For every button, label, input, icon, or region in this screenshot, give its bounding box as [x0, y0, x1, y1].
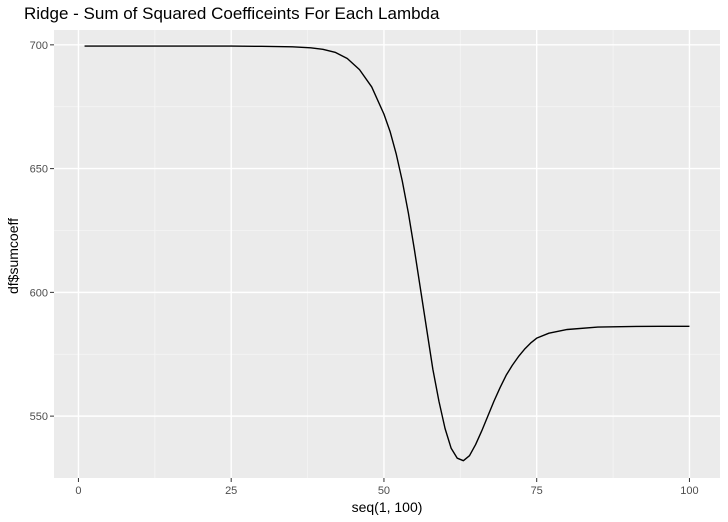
y-axis-label: df$sumcoeff — [5, 217, 21, 295]
data-layer — [84, 45, 690, 462]
x-tick-label: 100 — [680, 485, 698, 497]
series-line-0 — [84, 45, 690, 462]
x-tick-label: 25 — [225, 485, 237, 497]
chart-title: Ridge - Sum of Squared Coefficeints For … — [24, 4, 440, 23]
major-grid — [54, 30, 720, 478]
y-tick-label: 700 — [30, 40, 48, 52]
minor-grid — [54, 30, 720, 478]
x-axis-label: seq(1, 100) — [351, 499, 423, 515]
x-tick-label: 0 — [75, 485, 81, 497]
x-tick-label: 75 — [531, 485, 543, 497]
y-tick-label: 650 — [30, 164, 48, 176]
axis-ticks: 0 25 50 75 100 550 600 650 700 — [30, 40, 699, 497]
y-tick-label: 550 — [30, 411, 48, 423]
plot-panel — [54, 30, 720, 478]
y-tick-label: 600 — [30, 287, 48, 299]
x-tick-label: 50 — [378, 485, 390, 497]
